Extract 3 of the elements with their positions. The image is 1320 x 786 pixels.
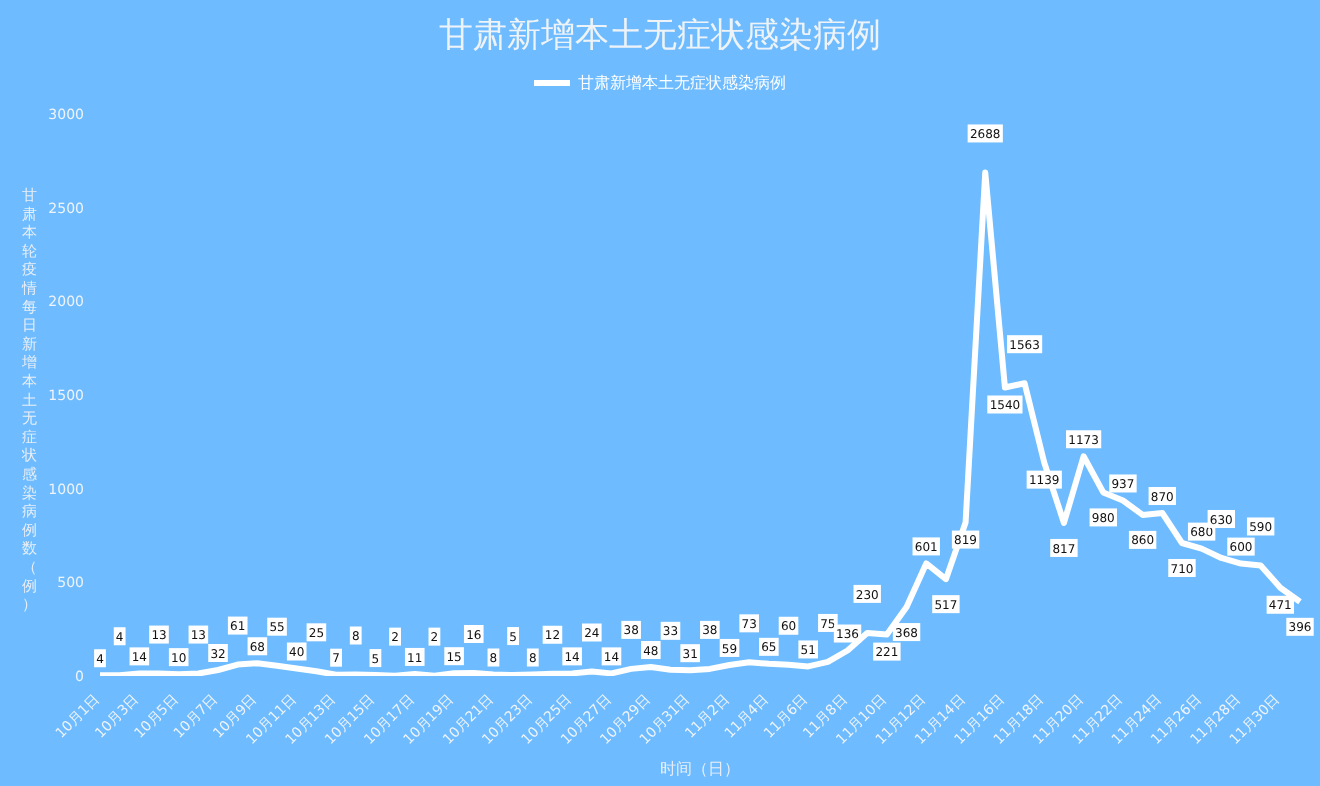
chart-title: 甘肃新增本土无症状感染病例 — [437, 14, 883, 58]
legend-label: 甘肃新增本土无症状感染病例 — [578, 72, 786, 94]
x-axis-title: 时间（日） — [660, 760, 740, 778]
